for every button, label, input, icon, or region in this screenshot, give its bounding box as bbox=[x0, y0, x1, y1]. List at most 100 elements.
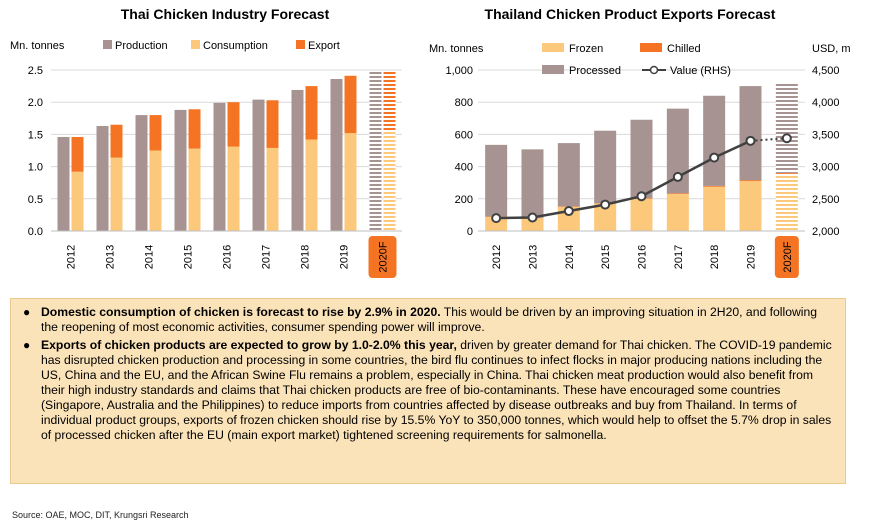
legend-label: Chilled bbox=[667, 43, 701, 55]
x-tick-label: 2013 bbox=[105, 245, 117, 269]
y-right-tick-label: 4,500 bbox=[812, 65, 840, 77]
processed-bar bbox=[666, 108, 689, 194]
value-line bbox=[496, 139, 752, 220]
y-tick-label: 0.0 bbox=[28, 226, 43, 238]
x-tick-label: 2016 bbox=[222, 245, 234, 269]
export-bar bbox=[266, 100, 279, 148]
chilled-bar bbox=[703, 185, 726, 187]
production-bar bbox=[330, 79, 343, 232]
note-text: This would be driven by an improving sit… bbox=[41, 305, 818, 334]
y-right-tick-label: 4,000 bbox=[812, 97, 840, 109]
y-tick-label: 200 bbox=[455, 194, 473, 206]
x-tick-label: 2014 bbox=[144, 245, 156, 269]
chilled-bar bbox=[739, 180, 762, 182]
consumption-bar bbox=[344, 133, 357, 231]
production-bar bbox=[96, 126, 109, 231]
processed-bar bbox=[485, 144, 508, 217]
value-point bbox=[600, 199, 611, 210]
y-tick-label: 2.5 bbox=[28, 65, 43, 77]
export-bar bbox=[344, 75, 357, 134]
export-bar bbox=[383, 71, 396, 131]
x-tick-label: 2017 bbox=[673, 245, 685, 269]
note-bold: Domestic consumption of chicken is forec… bbox=[41, 305, 441, 319]
chart1-title: Thai Chicken Industry Forecast bbox=[120, 6, 330, 22]
chilled-bar bbox=[775, 172, 798, 174]
processed-bar bbox=[775, 83, 798, 173]
processed-bar bbox=[521, 149, 544, 218]
production-bar bbox=[135, 115, 148, 231]
x-tick-label: 2015 bbox=[600, 245, 612, 269]
consumption-bar bbox=[266, 147, 279, 231]
frozen-bar bbox=[594, 203, 617, 231]
production-bar bbox=[57, 136, 70, 231]
y-right-tick-label: 2,000 bbox=[812, 226, 840, 238]
notes-box: ● Domestic consumption of chicken is fore… bbox=[10, 298, 846, 484]
y-axis-title: Mn. tonnes bbox=[429, 43, 484, 55]
note-text: driven by greater demand for Thai chicke… bbox=[41, 338, 832, 442]
consumption-bar bbox=[110, 157, 123, 231]
source-note: Source: OAE, MOC, DIT, Krungsri Research bbox=[12, 510, 189, 520]
legend-label: Value (RHS) bbox=[670, 65, 731, 77]
x-tick-label: 2019 bbox=[339, 245, 351, 269]
y-tick-label: 800 bbox=[455, 97, 473, 109]
legend-marker bbox=[649, 65, 659, 75]
x-tick-label: 2020F bbox=[782, 241, 794, 272]
y-right-tick-label: 3,500 bbox=[812, 129, 840, 141]
x-tick-label: 2013 bbox=[528, 245, 540, 269]
value-point bbox=[745, 135, 756, 146]
chart2-exports-forecast: 0 200 400 600 800 1,000 2,000 2,500 3,000 3,500 4,… bbox=[429, 43, 851, 278]
frozen-bar bbox=[703, 186, 726, 231]
frozen-bar bbox=[666, 193, 689, 231]
consumption-bar bbox=[227, 146, 240, 231]
bullet-icon: ● bbox=[23, 338, 31, 352]
x-tick-label: 2020F bbox=[378, 241, 390, 272]
forecast-highlight bbox=[368, 236, 397, 278]
x-tick-label: 2016 bbox=[637, 245, 649, 269]
frozen-bar bbox=[630, 198, 653, 231]
consumption-bar bbox=[71, 171, 84, 231]
value-point bbox=[709, 152, 720, 163]
note-item: ● Exports of chicken products are expecte… bbox=[23, 338, 835, 443]
x-tick-label: 2018 bbox=[300, 245, 312, 269]
bullet-icon: ● bbox=[23, 305, 31, 319]
frozen-bar bbox=[485, 216, 508, 231]
value-point bbox=[636, 191, 647, 202]
frozen-bar bbox=[739, 181, 762, 231]
legend-label: Production bbox=[115, 40, 168, 52]
note-item: ● Domestic consumption of chicken is fore… bbox=[23, 305, 835, 335]
value-point bbox=[491, 213, 502, 224]
x-tick-label: 2015 bbox=[183, 245, 195, 269]
processed-bar bbox=[703, 95, 726, 186]
y-axis-title: Mn. tonnes bbox=[10, 40, 65, 52]
processed-bar bbox=[630, 119, 653, 199]
y-right-axis-title: USD, m bbox=[812, 43, 851, 55]
consumption-bar bbox=[149, 150, 162, 231]
y-tick-label: 1.5 bbox=[28, 129, 43, 141]
x-tick-label: 2018 bbox=[709, 245, 721, 269]
y-tick-label: 1,000 bbox=[445, 65, 473, 77]
production-bar bbox=[174, 109, 187, 231]
chart2-title: Thailand Chicken Product Exports Forecas… bbox=[484, 6, 776, 22]
legend-swatch bbox=[542, 65, 564, 74]
production-bar bbox=[291, 89, 304, 232]
legend-swatch bbox=[296, 40, 305, 49]
export-bar bbox=[227, 102, 240, 147]
value-point bbox=[672, 171, 683, 182]
legend-label: Consumption bbox=[203, 40, 268, 52]
y-tick-label: 2.0 bbox=[28, 97, 43, 109]
value-point bbox=[781, 133, 792, 144]
x-tick-label: 2012 bbox=[66, 245, 78, 269]
export-bar bbox=[305, 86, 318, 140]
consumption-bar bbox=[383, 130, 396, 231]
legend-swatch bbox=[542, 43, 564, 52]
legend-swatch bbox=[191, 40, 200, 49]
export-bar bbox=[149, 115, 162, 151]
note-bold: Exports of chicken products are expected… bbox=[41, 338, 457, 352]
x-tick-label: 2019 bbox=[746, 245, 758, 269]
value-line-forecast bbox=[750, 137, 787, 142]
consumption-bar bbox=[188, 148, 201, 231]
x-tick-label: 2017 bbox=[261, 245, 273, 269]
value-point bbox=[527, 212, 538, 223]
chart1-industry-forecast: 0.0 0.5 1.0 1.5 2.0 2.5 Mn. tonnes Production Co… bbox=[10, 40, 402, 278]
legend-swatch bbox=[103, 40, 112, 49]
